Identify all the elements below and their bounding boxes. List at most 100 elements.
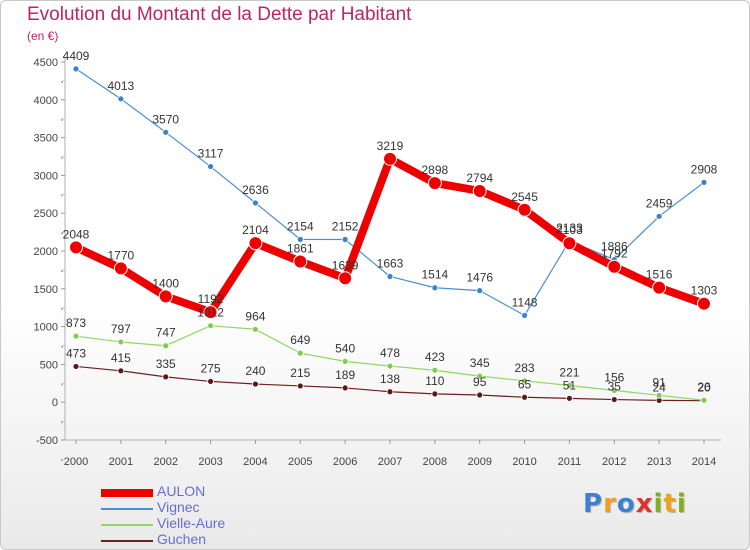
data-point-vignec	[386, 273, 394, 280]
data-label-vielle-aure: 797	[111, 322, 131, 336]
data-point-vielle-aure	[252, 325, 259, 333]
data-point-vielle-aure	[72, 332, 80, 340]
data-point-aulon	[248, 236, 263, 251]
y-tick-label: 0	[52, 397, 58, 409]
x-tick-label: 2013	[647, 456, 671, 468]
y-tick-label: 4500	[34, 57, 58, 69]
data-point-guchen	[521, 393, 528, 401]
legend-swatch-vielle-aure	[101, 524, 153, 526]
data-label-vielle-aure: 345	[470, 356, 490, 370]
x-tick-label: 2007	[378, 456, 402, 468]
y-axis-unit: (en €)	[27, 29, 59, 43]
data-label-guchen: 51	[563, 378, 577, 392]
data-label-aulon: 1516	[646, 268, 673, 282]
data-point-aulon	[113, 261, 128, 276]
data-label-guchen: 110	[425, 374, 444, 388]
data-point-guchen	[476, 391, 484, 399]
data-point-guchen	[566, 394, 573, 402]
data-label-aulon: 2898	[422, 163, 449, 177]
data-point-vignec	[655, 212, 663, 220]
data-label-aulon: 1639	[332, 258, 359, 272]
data-label-vielle-aure: 649	[290, 333, 310, 347]
logo-letter: x	[635, 489, 654, 519]
data-point-vielle-aure	[610, 387, 618, 394]
data-label-vielle-aure: 964	[245, 309, 265, 323]
data-label-guchen: 473	[66, 346, 86, 360]
logo-letter: i	[676, 489, 687, 519]
legend-label-guchen: Guchen	[157, 531, 207, 547]
chart-title: Evolution du Montant de la Dette par Hab…	[27, 4, 412, 25]
x-tick-label: 2001	[109, 456, 133, 468]
data-label-guchen: 65	[518, 377, 532, 391]
data-label-vielle-aure: 91	[652, 375, 666, 389]
data-label-vignec: 1476	[466, 271, 493, 285]
data-point-vignec	[476, 287, 484, 295]
x-tick-label: 2000	[64, 456, 88, 468]
data-point-vignec	[207, 163, 214, 170]
data-label-vignec: 2908	[691, 162, 718, 176]
data-point-guchen	[386, 388, 394, 396]
legend-swatch-vignec	[101, 508, 153, 510]
data-label-vielle-aure: 221	[559, 365, 579, 379]
data-label-vignec: 1663	[377, 256, 404, 270]
legend-swatch-aulon	[101, 489, 153, 497]
y-tick-label: 4000	[34, 95, 58, 107]
data-point-aulon	[607, 259, 622, 274]
data-point-aulon	[293, 254, 308, 269]
data-label-guchen: 240	[245, 364, 265, 378]
data-point-guchen	[72, 363, 80, 370]
x-tick-label: 2010	[512, 456, 536, 468]
data-label-vignec: 2459	[646, 196, 673, 210]
logo-letter: o	[616, 489, 636, 519]
x-tick-label: 2009	[467, 456, 491, 468]
data-point-aulon	[562, 236, 577, 251]
data-label-vielle-aure: 26	[697, 380, 711, 394]
data-label-vignec: 1886	[601, 240, 628, 254]
data-point-aulon	[517, 202, 532, 217]
data-label-vielle-aure: 283	[515, 361, 535, 375]
data-label-aulon: 2104	[242, 223, 269, 237]
data-point-aulon	[652, 280, 667, 295]
data-label-vignec: 2152	[332, 220, 359, 234]
data-label-guchen: 189	[335, 368, 355, 382]
data-label-vignec: 4409	[63, 49, 90, 63]
data-label-guchen: 275	[201, 361, 221, 375]
y-tick-label: 2500	[34, 208, 58, 220]
y-tick-label: 1500	[34, 284, 58, 296]
data-label-aulon: 1792	[601, 247, 628, 261]
data-point-vielle-aure	[655, 391, 663, 399]
data-label-aulon: 2545	[511, 190, 538, 204]
y-tick-label: 3000	[34, 170, 58, 182]
data-label-guchen: 24	[652, 380, 666, 394]
data-label-guchen: 335	[156, 357, 176, 371]
data-label-vignec: 1148	[512, 295, 538, 309]
data-point-guchen	[162, 373, 170, 381]
x-tick-label: 2012	[602, 456, 626, 468]
data-label-vignec: 1514	[422, 268, 449, 282]
data-label-vielle-aure: 156	[604, 370, 624, 384]
x-tick-label: 2003	[198, 456, 222, 468]
data-label-guchen: 35	[608, 380, 622, 394]
x-tick-label: 2011	[558, 456, 582, 468]
data-point-guchen	[610, 396, 618, 403]
data-point-aulon	[472, 183, 487, 198]
logo-letter: P	[583, 489, 604, 519]
data-point-vignec	[72, 65, 80, 73]
data-label-aulon: 2048	[63, 227, 90, 241]
legend-label-vignec: Vignec	[157, 499, 200, 515]
data-point-aulon	[203, 305, 218, 320]
logo-letter: r	[603, 489, 617, 519]
data-point-vielle-aure	[566, 382, 573, 389]
data-point-guchen	[252, 380, 259, 388]
data-point-vignec	[252, 199, 259, 207]
data-label-vielle-aure: 478	[380, 346, 400, 360]
data-point-vielle-aure	[341, 357, 349, 365]
data-label-vielle-aure: 1012	[197, 306, 224, 320]
data-point-vignec	[162, 128, 170, 136]
data-label-aulon: 2794	[466, 171, 493, 185]
proxiti-logo: Proxiti	[583, 489, 687, 519]
data-label-guchen: 215	[290, 366, 310, 380]
data-label-vignec: 2636	[242, 183, 269, 197]
data-label-aulon: 3219	[377, 139, 404, 153]
